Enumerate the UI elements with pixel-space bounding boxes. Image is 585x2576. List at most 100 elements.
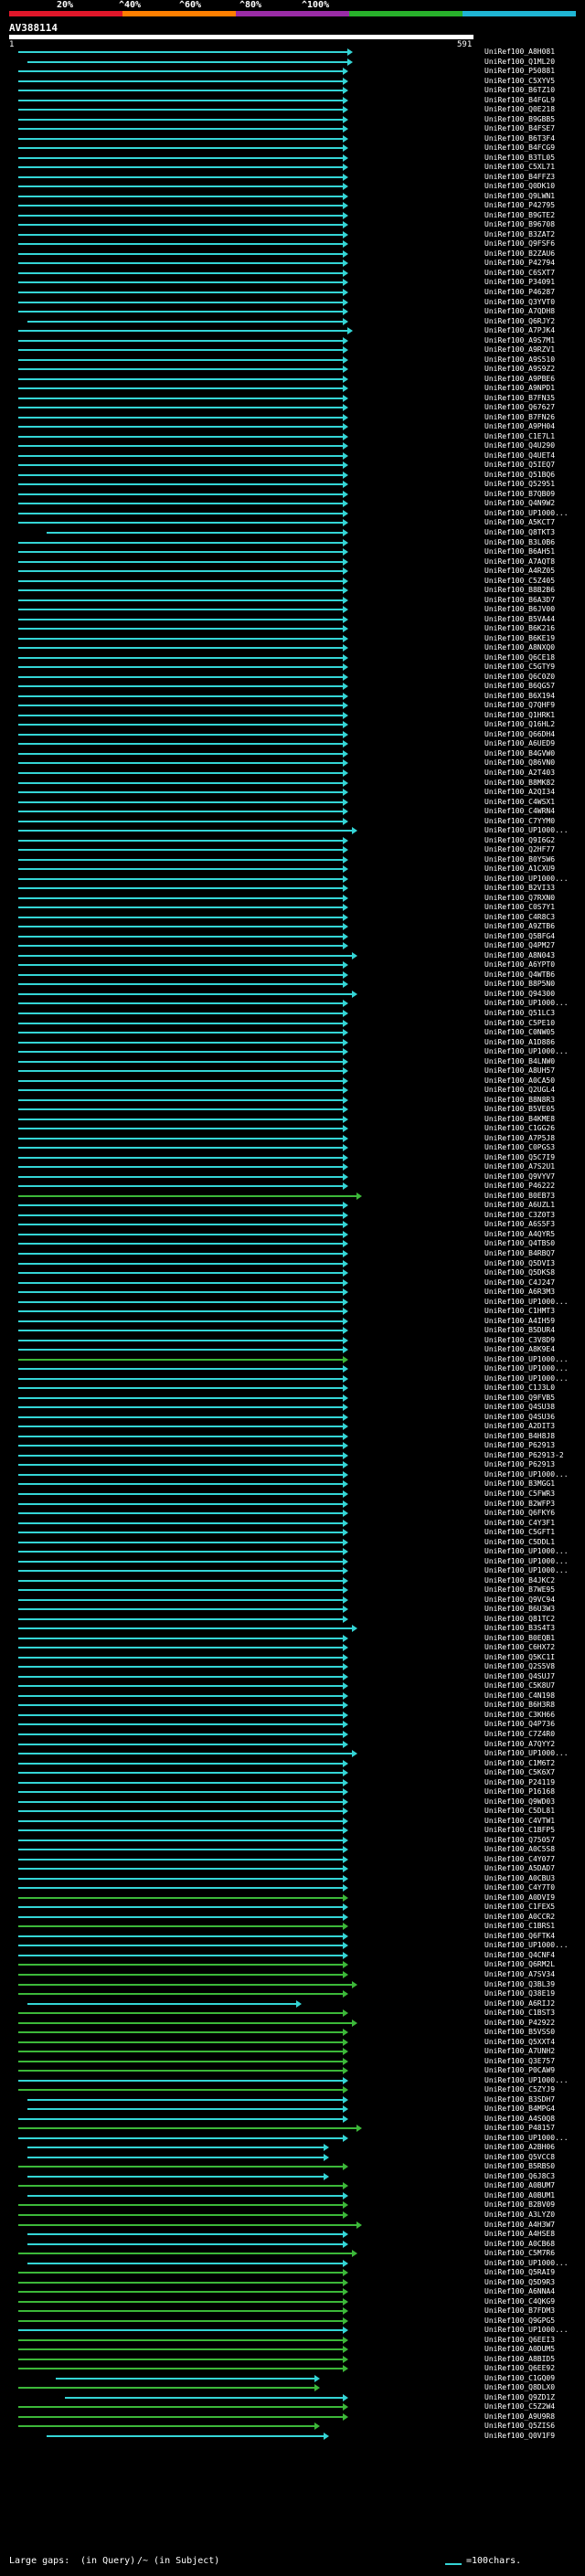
hit-bar[interactable] [18, 292, 344, 293]
hit-label[interactable]: UniRef100_UP1000... [484, 1297, 569, 1306]
hit-row[interactable]: UniRef100_B6A3D7 [0, 596, 585, 606]
hit-row[interactable]: UniRef100_P50881 [0, 67, 585, 77]
hit-label[interactable]: UniRef100_P62913 [484, 1441, 556, 1450]
hit-row[interactable]: UniRef100_Q2HF77 [0, 845, 585, 855]
hit-label[interactable]: UniRef100_Q2HF77 [484, 845, 556, 854]
hit-row[interactable]: UniRef100_A7QYY2 [0, 1740, 585, 1750]
hit-row[interactable]: UniRef100_Q4SU38 [0, 1403, 585, 1413]
hit-row[interactable]: UniRef100_A7UNH2 [0, 2047, 585, 2057]
hit-bar[interactable] [18, 358, 344, 361]
hit-row[interactable]: UniRef100_UP1000... [0, 1364, 585, 1374]
hit-row[interactable]: UniRef100_B4GVW0 [0, 749, 585, 759]
hit-row[interactable]: UniRef100_A7P5J8 [0, 1134, 585, 1144]
hit-label[interactable]: UniRef100_B6K216 [484, 624, 556, 633]
hit-row[interactable]: UniRef100_B3S4T3 [0, 1624, 585, 1634]
hit-bar[interactable] [18, 397, 344, 399]
hit-label[interactable]: UniRef100_B6H3R8 [484, 1701, 556, 1710]
hit-bar[interactable] [18, 916, 344, 918]
hit-bar[interactable] [18, 628, 344, 631]
hit-label[interactable]: UniRef100_Q9LWN1 [484, 191, 556, 200]
hit-bar[interactable] [18, 454, 344, 457]
hit-bar[interactable] [18, 560, 344, 563]
hit-row[interactable]: UniRef100_C5FWR3 [0, 1489, 585, 1500]
hit-bar[interactable] [18, 128, 344, 131]
hit-label[interactable]: UniRef100_C1J3L0 [484, 1383, 556, 1393]
hit-row[interactable]: UniRef100_A9PBE6 [0, 375, 585, 385]
hit-bar[interactable] [18, 973, 344, 976]
hit-label[interactable]: UniRef100_UP1000... [484, 1354, 569, 1363]
hit-bar[interactable] [18, 1829, 344, 1832]
hit-label[interactable]: UniRef100_A5DAD7 [484, 1864, 556, 1873]
hit-bar[interactable] [18, 1320, 344, 1322]
hit-row[interactable]: UniRef100_B6KE19 [0, 634, 585, 644]
hit-label[interactable]: UniRef100_Q1HRK1 [484, 710, 556, 719]
hit-bar[interactable] [18, 1406, 344, 1409]
hit-row[interactable]: UniRef100_UP1000... [0, 875, 585, 885]
hit-label[interactable]: UniRef100_P16168 [484, 1787, 556, 1797]
hit-row[interactable]: UniRef100_C4Y077 [0, 1855, 585, 1865]
hit-bar[interactable] [18, 1685, 344, 1688]
hit-label[interactable]: UniRef100_B5VE05 [484, 1105, 556, 1114]
hit-row[interactable]: UniRef100_B4FGL9 [0, 96, 585, 106]
hit-row[interactable]: UniRef100_Q16HL2 [0, 720, 585, 730]
hit-bar[interactable] [18, 1915, 344, 1918]
hit-label[interactable]: UniRef100_UP1000... [484, 826, 569, 835]
hit-row[interactable]: UniRef100_P42794 [0, 259, 585, 269]
hit-row[interactable]: UniRef100_Q52951 [0, 480, 585, 490]
hit-row[interactable]: UniRef100_A7PJK4 [0, 326, 585, 336]
hit-label[interactable]: UniRef100_Q51LC3 [484, 1009, 556, 1017]
hit-label[interactable]: UniRef100_Q81TC2 [484, 1614, 556, 1623]
hit-label[interactable]: UniRef100_C5GTY9 [484, 663, 556, 672]
hit-bar[interactable] [18, 541, 344, 544]
hit-row[interactable]: UniRef100_A0CA50 [0, 1076, 585, 1087]
hit-bar[interactable] [18, 1675, 344, 1678]
hit-row[interactable]: UniRef100_C7Z4R0 [0, 1730, 585, 1740]
hit-bar[interactable] [27, 60, 348, 63]
hit-label[interactable]: UniRef100_C5XL71 [484, 163, 556, 172]
hit-label[interactable]: UniRef100_A0DVI9 [484, 1892, 556, 1902]
hit-bar[interactable] [27, 2108, 344, 2111]
hit-row[interactable]: UniRef100_Q5BFG4 [0, 932, 585, 942]
hit-bar[interactable] [18, 820, 344, 822]
hit-label[interactable]: UniRef100_A4RZ05 [484, 567, 556, 576]
hit-bar[interactable] [18, 1281, 344, 1284]
hit-bar[interactable] [18, 224, 344, 227]
hit-bar[interactable] [18, 1617, 344, 1620]
hit-label[interactable]: UniRef100_UP1000... [484, 2133, 569, 2142]
hit-bar[interactable] [55, 2377, 316, 2380]
hit-bar[interactable] [18, 147, 344, 150]
hit-label[interactable]: UniRef100_C4N198 [484, 1691, 556, 1700]
hit-label[interactable]: UniRef100_Q3YVT0 [484, 297, 556, 306]
hit-row[interactable]: UniRef100_B5VA44 [0, 615, 585, 625]
hit-row[interactable]: UniRef100_Q6EE92 [0, 2364, 585, 2374]
hit-row[interactable]: UniRef100_C1E7L1 [0, 432, 585, 442]
hit-label[interactable]: UniRef100_A9NPD1 [484, 384, 556, 393]
hit-label[interactable]: UniRef100_A0CA50 [484, 1076, 556, 1085]
hit-label[interactable]: UniRef100_UP1000... [484, 1364, 569, 1373]
hit-label[interactable]: UniRef100_C4J247 [484, 1277, 556, 1287]
hit-label[interactable]: UniRef100_Q9FSF6 [484, 239, 556, 249]
hit-label[interactable]: UniRef100_C1BST3 [484, 2009, 556, 2018]
hit-row[interactable]: UniRef100_A2T403 [0, 769, 585, 779]
hit-label[interactable]: UniRef100_UP1000... [484, 1749, 569, 1758]
hit-bar[interactable] [18, 983, 344, 986]
hit-bar[interactable] [18, 1983, 353, 1986]
hit-label[interactable]: UniRef100_Q86VN0 [484, 758, 556, 768]
hit-bar[interactable] [18, 839, 344, 842]
hit-row[interactable]: UniRef100_A8BID5 [0, 2355, 585, 2365]
hit-row[interactable]: UniRef100_Q0V1F9 [0, 2432, 585, 2442]
hit-bar[interactable] [18, 599, 344, 601]
hit-label[interactable]: UniRef100_Q6EEI3 [484, 2335, 556, 2344]
hit-row[interactable]: UniRef100_A9ZTB6 [0, 922, 585, 932]
hit-bar[interactable] [18, 416, 344, 419]
hit-bar[interactable] [18, 1733, 344, 1735]
hit-row[interactable]: UniRef100_Q75057 [0, 1836, 585, 1846]
hit-bar[interactable] [18, 301, 344, 303]
hit-bar[interactable] [18, 2166, 344, 2168]
hit-label[interactable]: UniRef100_B8MK82 [484, 778, 556, 787]
hit-row[interactable]: UniRef100_Q51BQ6 [0, 471, 585, 481]
hit-row[interactable]: UniRef100_Q9WD03 [0, 1797, 585, 1807]
hit-row[interactable]: UniRef100_A6R3M3 [0, 1288, 585, 1298]
hit-bar[interactable] [18, 1368, 344, 1371]
hit-bar[interactable] [18, 656, 344, 659]
